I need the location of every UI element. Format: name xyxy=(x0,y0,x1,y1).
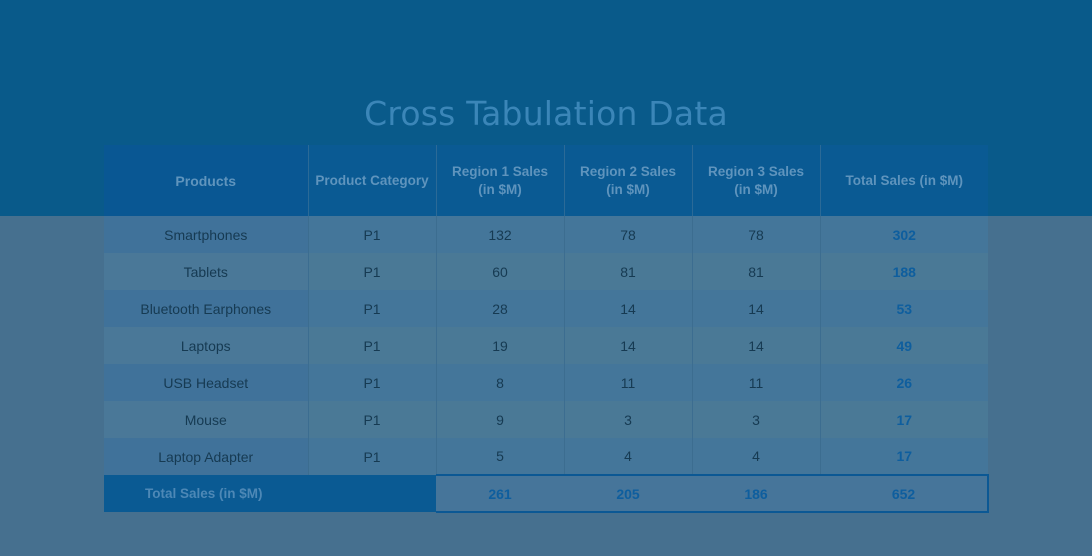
cell-region2: 4 xyxy=(564,438,693,475)
cell-product: USB Headset xyxy=(104,364,309,401)
cell-region2: 3 xyxy=(564,401,693,438)
cell-total: 17 xyxy=(820,401,988,438)
cell-region3: 78 xyxy=(692,216,821,253)
cell-region1: 5 xyxy=(436,438,565,475)
column-header-region2: Region 2 Sales (in $M) xyxy=(564,145,693,216)
cell-region1: 8 xyxy=(436,364,565,401)
footer-region3-total: 186 xyxy=(692,474,820,513)
cell-region2: 78 xyxy=(564,216,693,253)
cell-total: 17 xyxy=(820,438,988,475)
column-header-region3: Region 3 Sales (in $M) xyxy=(692,145,821,216)
cell-region2: 81 xyxy=(564,253,693,290)
footer-grand-total: 652 xyxy=(820,474,989,513)
cell-region1: 19 xyxy=(436,327,565,364)
cell-total: 188 xyxy=(820,253,988,290)
cell-region3: 14 xyxy=(692,327,821,364)
cell-total: 53 xyxy=(820,290,988,327)
table-row: USB Headset P1 8 11 11 26 xyxy=(104,364,988,401)
cell-total: 49 xyxy=(820,327,988,364)
cell-region1: 9 xyxy=(436,401,565,438)
cell-region3: 14 xyxy=(692,290,821,327)
cell-region3: 81 xyxy=(692,253,821,290)
table-row: Tablets P1 60 81 81 188 xyxy=(104,253,988,290)
cell-region2: 14 xyxy=(564,290,693,327)
cell-category: P1 xyxy=(308,216,437,253)
cell-category: P1 xyxy=(308,290,437,327)
cell-region1: 60 xyxy=(436,253,565,290)
cell-category: P1 xyxy=(308,253,437,290)
footer-region2-total: 205 xyxy=(564,474,692,513)
cross-tab-table: Products Product Category Region 1 Sales… xyxy=(104,145,989,513)
cell-category: P1 xyxy=(308,438,437,475)
table-row: Mouse P1 9 3 3 17 xyxy=(104,401,988,438)
cell-product: Tablets xyxy=(104,253,309,290)
cell-product: Laptop Adapter xyxy=(104,438,309,475)
cell-product: Mouse xyxy=(104,401,309,438)
footer-total-label: Total Sales (in $M) xyxy=(104,475,436,512)
cell-total: 26 xyxy=(820,364,988,401)
cell-product: Smartphones xyxy=(104,216,309,253)
cell-category: P1 xyxy=(308,327,437,364)
page-title: Cross Tabulation Data xyxy=(364,94,728,134)
cell-region3: 4 xyxy=(692,438,821,475)
column-header-total: Total Sales (in $M) xyxy=(820,145,988,216)
cell-category: P1 xyxy=(308,364,437,401)
column-header-region1: Region 1 Sales (in $M) xyxy=(436,145,565,216)
cell-region2: 11 xyxy=(564,364,693,401)
cell-region1: 28 xyxy=(436,290,565,327)
table-row: Smartphones P1 132 78 78 302 xyxy=(104,216,988,253)
cell-region2: 14 xyxy=(564,327,693,364)
table-row: Laptops P1 19 14 14 49 xyxy=(104,327,988,364)
table-row: Laptop Adapter P1 5 4 4 17 xyxy=(104,438,988,475)
column-header-category: Product Category xyxy=(308,145,437,216)
cell-region3: 11 xyxy=(692,364,821,401)
table-footer-row: Total Sales (in $M) 261 205 186 652 xyxy=(104,474,989,513)
cell-region1: 132 xyxy=(436,216,565,253)
cell-product: Laptops xyxy=(104,327,309,364)
table-row: Bluetooth Earphones P1 28 14 14 53 xyxy=(104,290,988,327)
table-header-row: Products Product Category Region 1 Sales… xyxy=(104,145,988,216)
footer-region1-total: 261 xyxy=(436,474,564,513)
cell-category: P1 xyxy=(308,401,437,438)
column-header-products: Products xyxy=(104,145,309,216)
cell-total: 302 xyxy=(820,216,988,253)
cell-region3: 3 xyxy=(692,401,821,438)
cell-product: Bluetooth Earphones xyxy=(104,290,309,327)
